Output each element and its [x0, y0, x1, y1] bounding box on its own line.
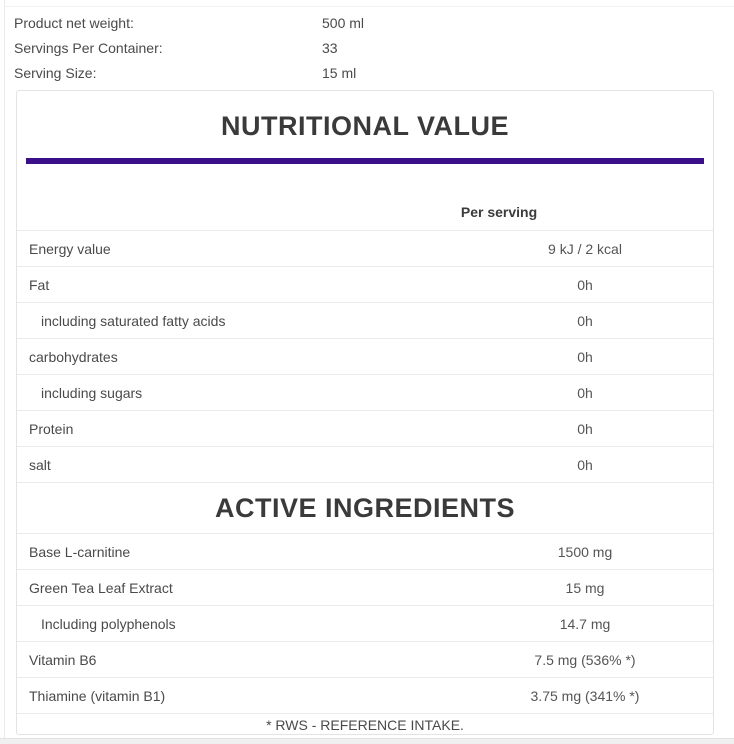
info-row-serving-size: Serving Size: 15 ml — [5, 60, 734, 85]
row-value: 9 kJ / 2 kcal — [548, 240, 622, 257]
per-serving-label: Per serving — [460, 204, 538, 220]
row-value: 0h — [577, 384, 593, 401]
table-row-salt: salt 0h — [17, 447, 713, 483]
table-row-vitamin-b6: Vitamin B6 7.5 mg (536% *) — [17, 642, 713, 678]
row-label: Fat — [29, 276, 50, 293]
row-label: Vitamin B6 — [29, 651, 97, 668]
row-value: 0h — [577, 420, 593, 437]
servings-per-container-value: 33 — [322, 39, 338, 56]
info-row-net-weight: Product net weight: 500 ml — [5, 10, 734, 35]
purple-accent-bar — [26, 158, 704, 164]
product-info-section: Product net weight: 500 ml Servings Per … — [5, 6, 734, 85]
row-value: 0h — [577, 312, 593, 329]
nutrition-facts-panel: NUTRITIONAL VALUE Per serving Energy val… — [16, 90, 714, 735]
row-value: 15 mg — [565, 579, 605, 596]
row-label: Including polyphenols — [41, 615, 176, 632]
row-label: Thiamine (vitamin B1) — [29, 687, 166, 704]
row-value: 0h — [577, 456, 593, 473]
net-weight-value: 500 ml — [322, 14, 365, 31]
table-row-thiamine: Thiamine (vitamin B1) 3.75 mg (341% *) — [17, 678, 713, 714]
row-value: 0h — [577, 276, 593, 293]
page-left-divider — [4, 0, 5, 744]
active-ingredients-title: ACTIVE INGREDIENTS — [17, 483, 713, 534]
nutritional-value-title: NUTRITIONAL VALUE — [221, 111, 509, 141]
reference-intake-footnote: * RWS - REFERENCE INTAKE. — [266, 716, 464, 733]
serving-size-value: 15 ml — [322, 64, 357, 81]
row-value: 1500 mg — [557, 543, 613, 560]
row-label: carbohydrates — [29, 348, 118, 365]
table-row-sugars: including sugars 0h — [17, 375, 713, 411]
row-value: 14.7 mg — [559, 615, 611, 632]
net-weight-label: Product net weight: — [14, 14, 134, 31]
row-label: including sugars — [41, 384, 143, 401]
row-label: Energy value — [29, 240, 111, 257]
table-row-energy: Energy value 9 kJ / 2 kcal — [17, 231, 713, 267]
row-value: 7.5 mg (536% *) — [534, 651, 636, 668]
table-row-polyphenols: Including polyphenols 14.7 mg — [17, 606, 713, 642]
row-label: Protein — [29, 420, 74, 437]
bottom-divider — [0, 738, 734, 744]
table-header-row: Per serving — [17, 164, 713, 231]
table-row-carbohydrates: carbohydrates 0h — [17, 339, 713, 375]
table-row-protein: Protein 0h — [17, 411, 713, 447]
per-serving-column-header: Per serving — [461, 204, 709, 220]
servings-per-container-label: Servings Per Container: — [14, 39, 163, 56]
row-label: Green Tea Leaf Extract — [29, 579, 173, 596]
table-row-green-tea-extract: Green Tea Leaf Extract 15 mg — [17, 570, 713, 606]
info-row-servings-per-container: Servings Per Container: 33 — [5, 35, 734, 60]
table-row-fat: Fat 0h — [17, 267, 713, 303]
table-row-l-carnitine: Base L-carnitine 1500 mg — [17, 534, 713, 570]
row-value: 0h — [577, 348, 593, 365]
row-label: including saturated fatty acids — [41, 312, 226, 329]
row-value: 3.75 mg (341% *) — [530, 687, 640, 704]
table-row-saturated-fatty-acids: including saturated fatty acids 0h — [17, 303, 713, 339]
row-label: Base L-carnitine — [29, 543, 131, 560]
row-label: salt — [29, 456, 51, 473]
serving-size-label: Serving Size: — [14, 64, 97, 81]
